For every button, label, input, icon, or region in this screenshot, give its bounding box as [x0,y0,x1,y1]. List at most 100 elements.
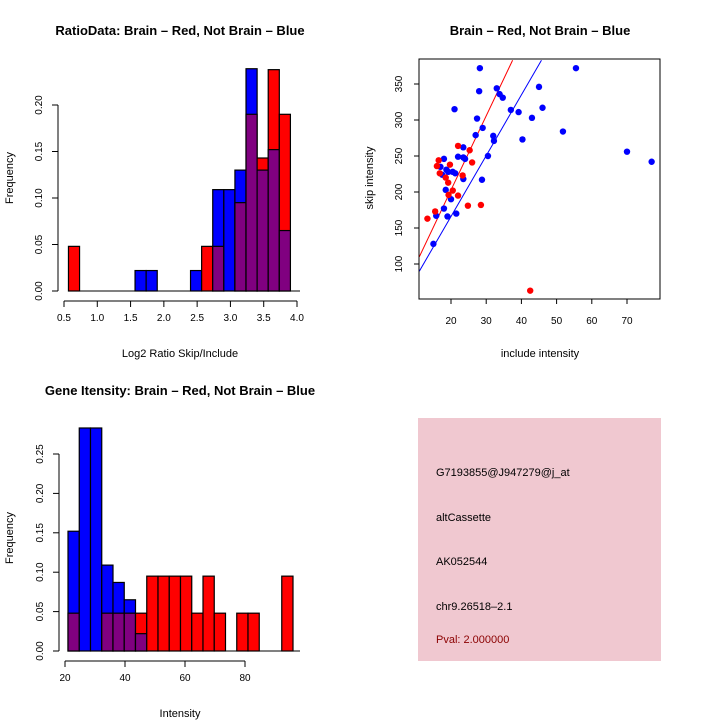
x-tick-label: 70 [621,316,633,327]
not-brain-point [440,155,448,163]
brain-point [424,215,431,222]
x-tick-label: 0.5 [57,313,71,324]
overlap-bar [101,612,114,652]
y-tick-label: 0.15 [35,523,46,543]
info-location: chr9.26518–2.1 [436,601,512,613]
x-tick-label: 4.0 [290,313,304,324]
not-brain-point [478,176,486,183]
brain-point [436,170,443,177]
brain-point [435,157,442,164]
overlap-bar [234,202,247,292]
not-brain-point [490,132,497,140]
overlap-bar [67,612,80,652]
intensity-hist-title: Gene Itensity: Brain – Red, Not Brain – … [45,383,315,398]
ratio-hist-title: RatioData: Brain – Red, Not Brain – Blue [55,23,304,38]
scatter-body: 20 30 40 50 60 70 100 150 200 250 300 350 [394,58,661,327]
brain-point [444,179,452,186]
x-tick-label: 30 [481,316,493,327]
brain-point [454,192,462,199]
brain-point [454,142,462,150]
intensity-hist-bars [67,427,294,652]
brain-bar [179,575,193,652]
brain-point [449,187,456,194]
y-tick-label: 0.05 [34,234,45,254]
intensity-hist-axes: 20 40 60 80 0.00 0.05 0.10 0.15 0.20 0.25 [35,444,300,684]
not-brain-point [528,114,536,122]
brain-bar [213,612,227,652]
not-brain-bar [78,427,92,652]
ratio-hist-xlabel: Log2 Ratio Skip/Include [122,348,238,360]
brain-point [468,159,476,166]
not-brain-point [484,152,492,160]
ratio-hist-bars [67,68,292,292]
not-brain-point [515,108,522,116]
not-brain-point [473,115,481,122]
not-brain-point [648,158,655,165]
brain-point [445,191,452,199]
x-tick-label: 3.5 [257,313,271,324]
info-accession: AK052544 [436,556,487,568]
not-brain-point [479,124,486,132]
not-brain-point [453,210,460,217]
not-brain-point [451,106,458,113]
intensity-histogram-panel: Gene Itensity: Brain – Red, Not Brain – … [4,383,315,720]
not-brain-point [442,186,449,194]
not-brain-point [559,128,567,135]
not-brain-bar [145,269,158,292]
not-brain-point [519,136,526,143]
ratio-hist-ylabel: Frequency [4,152,16,204]
brain-bar [191,612,204,652]
ratio-histogram-panel: RatioData: Brain – Red, Not Brain – Blue… [4,23,305,360]
overlap-bar [278,229,292,292]
y-tick-label: 250 [394,147,405,164]
brain-bar [157,575,170,652]
not-brain-point [476,64,484,72]
not-brain-point [452,170,459,177]
overlap-bar [134,633,148,652]
brain-bar [146,575,159,652]
brain-point [527,287,534,294]
y-tick-label: 0.10 [35,562,46,582]
x-tick-label: 60 [586,316,598,327]
not-brain-point [440,205,448,212]
x-tick-label: 50 [551,316,563,327]
y-tick-label: 200 [394,183,405,200]
not-brain-point [454,153,462,160]
not-brain-point [461,155,469,163]
ratio-hist-axes: 0.5 1.0 1.5 2.0 2.5 3.0 3.5 4.0 0.00 0.05 0.10 0.15… [34,95,304,324]
brain-bar [201,245,214,292]
not-brain-point [475,88,483,95]
not-brain-point [623,148,631,155]
y-tick-label: 0.05 [35,601,46,621]
not-brain-point [472,131,479,139]
overlap-bar [256,169,269,292]
y-tick-label: 350 [394,75,405,92]
info-event-type: altCassette [436,512,491,524]
info-panel-background [418,418,661,661]
not-brain-point [507,106,515,114]
not-brain-point [430,240,437,248]
brain-point [466,147,473,154]
x-tick-label: 60 [179,673,191,684]
y-tick-label: 0.15 [34,141,45,161]
x-tick-label: 2.0 [157,313,171,324]
y-tick-label: 0.00 [34,281,45,301]
not-brain-point [499,94,506,101]
not-brain-bar [223,189,236,292]
not-brain-point [490,137,498,145]
not-brain-point [444,168,452,176]
y-tick-label: 0.25 [35,444,46,464]
y-tick-label: 150 [394,219,405,236]
overlap-bar [123,612,137,652]
not-brain-point [539,104,546,111]
brain-point [431,208,439,215]
y-tick-label: 0.00 [35,641,46,661]
y-tick-label: 0.20 [34,95,45,115]
brain-bar [247,612,260,652]
y-tick-label: 0.20 [35,483,46,503]
brain-bar [281,575,294,652]
intensity-hist-xlabel: Intensity [160,708,201,720]
info-pval: Pval: 2.000000 [436,634,509,646]
brain-bar [236,612,249,652]
y-tick-label: 0.10 [34,188,45,208]
